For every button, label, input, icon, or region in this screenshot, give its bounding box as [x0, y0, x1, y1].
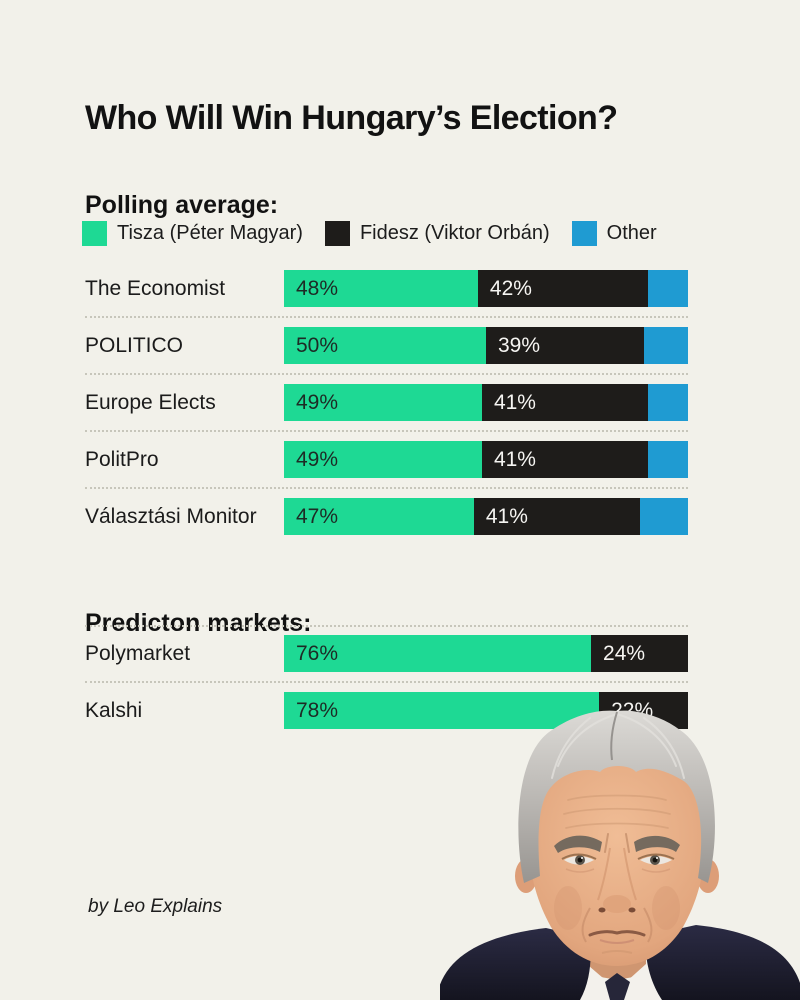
bar-value-label: 42% [489, 276, 532, 300]
portrait-hair [518, 710, 715, 883]
legend-label: Fidesz (Viktor Orbán) [359, 222, 550, 244]
legend-label: Tisza (Péter Magyar) [117, 222, 303, 244]
polling-rows: The Economist 48% 42% POLITICO 50% 39% Europe … [85, 270, 688, 535]
row-label: Választási Monitor [85, 504, 257, 528]
portrait-mouth [588, 930, 646, 937]
bar-value-label: 47% [296, 504, 339, 528]
row-label: POLITICO [85, 333, 184, 357]
bar-value-label: 49% [296, 390, 339, 414]
bar-segment: 41% [481, 441, 648, 478]
poll-row: Europe Elects 49% 41% [85, 384, 688, 421]
portrait-eyebrow-right [634, 835, 680, 852]
market-rows: Polymarket 76% 24% Kalshi 78% 22% [85, 635, 688, 729]
bar-segment: 78% [284, 692, 600, 729]
stacked-bar: 50% 39% [284, 327, 688, 364]
stacked-bar: 47% 41% [284, 498, 688, 535]
row-label: Polymarket [85, 641, 191, 665]
market-row: Polymarket 76% 24% [85, 635, 688, 672]
portrait-suit-left [440, 928, 591, 1000]
row-separator [85, 487, 688, 489]
poll-row: POLITICO 50% 39% [85, 327, 688, 364]
legend-swatch [82, 221, 107, 246]
portrait-suit-right [645, 925, 800, 1000]
bar-segment [643, 327, 688, 364]
legend: Tisza (Péter Magyar) Fidesz (Viktor Orbán… [82, 221, 657, 246]
portrait-tie [605, 973, 630, 1000]
legend-item: Tisza (Péter Magyar) [82, 221, 303, 246]
bar-segment [647, 270, 688, 307]
row-separator [85, 430, 688, 432]
row-label: Kalshi [85, 698, 143, 722]
stacked-bar: 48% 42% [284, 270, 688, 307]
polling-section-heading: Polling average: [85, 190, 279, 219]
legend-item: Other [571, 221, 657, 246]
bar-segment: 39% [486, 327, 644, 364]
viktor-orban-portrait-photo [440, 710, 800, 1000]
row-label: Europe Elects [85, 390, 216, 414]
bar-value-label: 50% [296, 333, 339, 357]
bar-segment: 50% [284, 327, 486, 364]
bar-value-label: 48% [296, 276, 339, 300]
portrait-eyebrow-left [554, 835, 602, 853]
row-separator [85, 681, 688, 683]
portrait-shirt-collar [558, 946, 678, 1000]
bar-segment: 47% [284, 498, 474, 535]
poll-row: PolitPro 49% 41% [85, 441, 688, 478]
bar-segment: 76% [284, 635, 592, 672]
byline: by Leo Explains [88, 896, 223, 917]
bar-value-label: 39% [498, 333, 541, 357]
bar-value-label: 41% [493, 390, 536, 414]
legend-item: Fidesz (Viktor Orbán) [324, 221, 550, 246]
portrait-face [527, 763, 707, 966]
bar-value-label: 41% [493, 447, 536, 471]
bar-value-label: 24% [603, 641, 646, 665]
poll-row: Választási Monitor 47% 41% [85, 498, 688, 535]
row-separator [85, 373, 688, 375]
bar-segment: 49% [284, 384, 482, 421]
bar-segment [639, 498, 688, 535]
stacked-bar: 49% 41% [284, 384, 688, 421]
bar-value-label: 78% [296, 698, 339, 722]
row-label: The Economist [85, 276, 226, 300]
legend-label: Other [606, 222, 657, 244]
bar-segment: 41% [473, 498, 640, 535]
stacked-bar: 49% 41% [284, 441, 688, 478]
row-label: PolitPro [85, 447, 159, 471]
bar-segment [647, 441, 688, 478]
row-separator [85, 316, 688, 318]
bar-segment: 24% [591, 635, 688, 672]
bar-value-label: 76% [296, 641, 339, 665]
markets-section-heading: Predicton markets: [85, 608, 312, 637]
bar-segment: 49% [284, 441, 482, 478]
bar-value-label: 41% [485, 504, 528, 528]
bar-value-label: 49% [296, 447, 339, 471]
legend-swatch [324, 221, 350, 246]
bar-segment: 42% [477, 270, 648, 307]
markets-heading-rule [85, 625, 688, 627]
bar-segment [647, 384, 688, 421]
portrait-nose [603, 895, 631, 913]
bar-segment: 41% [481, 384, 648, 421]
legend-swatch [571, 221, 597, 246]
bar-segment: 48% [284, 270, 478, 307]
poll-row: The Economist 48% 42% [85, 270, 688, 307]
page-title: Who Will Win Hungary’s Election? [85, 98, 618, 137]
stacked-bar: 76% 24% [284, 635, 688, 672]
